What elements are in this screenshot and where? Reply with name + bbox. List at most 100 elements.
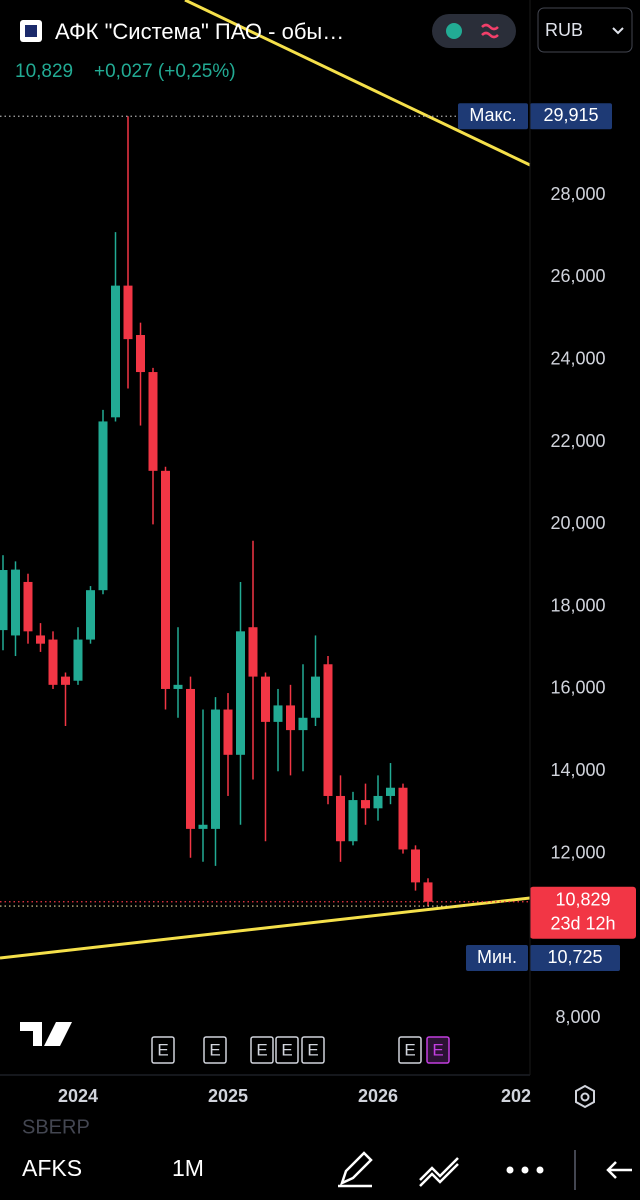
x-tick-label: 2024 [58,1086,98,1106]
plot-area [0,116,433,907]
symbol-logo-inner [25,25,37,37]
countdown: 23d 12h [550,914,615,934]
indicators[interactable] [419,1157,459,1187]
candle-body [386,787,395,796]
candle-body [186,688,195,829]
price-value: 29,915 [543,105,598,125]
event-label: E [157,1040,168,1059]
candle-body [223,709,233,755]
toggle[interactable] [432,14,516,48]
candle-body [136,335,145,373]
symbol-title[interactable]: АФК "Система" ПАО - обы… [55,19,344,44]
price-tag-box [458,103,528,130]
y-tick-label: 22,000 [550,431,605,451]
trend-line [0,896,531,960]
candle-body [23,581,33,632]
candle-body [111,285,120,418]
event-label: E [256,1040,267,1059]
price-tag-box [466,945,528,972]
event-marker[interactable] [275,1036,299,1064]
event-label: E [307,1040,318,1059]
event-marker[interactable] [301,1036,325,1064]
interval[interactable]: 1M [172,1155,204,1181]
event-marker[interactable] [398,1036,422,1064]
x-tick-label: 202 [501,1086,531,1106]
event-label: E [281,1040,292,1059]
price-tag: Мин. [477,947,517,967]
event-marker[interactable] [151,1036,175,1064]
candle-body [36,635,45,644]
back[interactable] [606,1161,632,1179]
price-box [530,886,636,939]
y-tick-label: 26,000 [550,266,605,286]
currency-select[interactable] [537,7,633,53]
price-box [530,945,620,972]
currency: RUB [545,20,583,40]
toggle-dot [446,23,462,39]
price-labels: 29,915 Макс. 10,829 23d 12h 10,725 Мин. [0,103,636,972]
y-tick-label: 28,000 [550,184,605,204]
candle-body [273,705,283,722]
candle-body [361,800,370,809]
y-tick-label: 12,000 [550,842,605,862]
candle-body [411,849,420,883]
candle-body [323,664,333,796]
chevron [612,27,624,35]
candle-body [236,631,245,755]
candle-body [61,676,70,685]
x-tick-label: 2026 [358,1086,398,1106]
event-label: E [404,1040,415,1059]
event-label: E [432,1040,443,1059]
candle-body [298,717,308,731]
y-tick-label: 18,000 [550,595,605,615]
candle-body [98,421,108,591]
candle-body [86,590,95,640]
symbol[interactable]: AFKS [22,1155,82,1181]
y-tick-label: 20,000 [550,513,605,533]
candle-body [198,824,208,829]
price-change: +0,027 (+0,25%) [94,61,236,82]
price-box [530,103,612,130]
event-marker[interactable] [250,1036,274,1064]
event-marker[interactable] [426,1036,450,1064]
watermark: SBERP [22,1116,90,1138]
trend-line [184,0,531,167]
event-marker[interactable] [203,1036,227,1064]
bottom-bar [0,1138,640,1200]
more[interactable] [506,1166,544,1174]
candle-body [173,684,183,689]
candle-body [423,882,433,902]
last-price: 10,829 [15,61,73,82]
tv-logo [20,1022,72,1046]
y-tick-label: 24,000 [550,348,605,368]
candle-body [73,639,83,681]
settings-center [580,1092,590,1102]
candle-body [248,627,258,677]
candle-body [148,372,158,471]
y-tick-label: 14,000 [550,760,605,780]
y-tick-label: 16,000 [550,678,605,698]
candle-body [123,285,133,340]
candle-body [336,795,345,842]
candle-body [311,676,320,718]
x-tick-label: 2025 [208,1086,248,1106]
draw-tool[interactable] [338,1151,373,1188]
candle-body [211,709,220,829]
y-tick-label: 8,000 [555,1007,600,1027]
candle-body [0,570,8,631]
candle-body [348,800,358,842]
price-tag: Макс. [469,105,516,125]
event-label: E [209,1040,220,1059]
toggle-icon [481,23,499,39]
candle-body [373,795,383,809]
candle-body [48,639,58,685]
candle-body [286,705,295,731]
candle-body [11,569,20,636]
settings[interactable] [575,1084,595,1109]
candle-body [261,676,270,722]
candle-body [161,470,170,689]
candle-body [398,787,408,850]
price-value: 10,829 [555,890,610,910]
price-value: 10,725 [547,947,602,967]
